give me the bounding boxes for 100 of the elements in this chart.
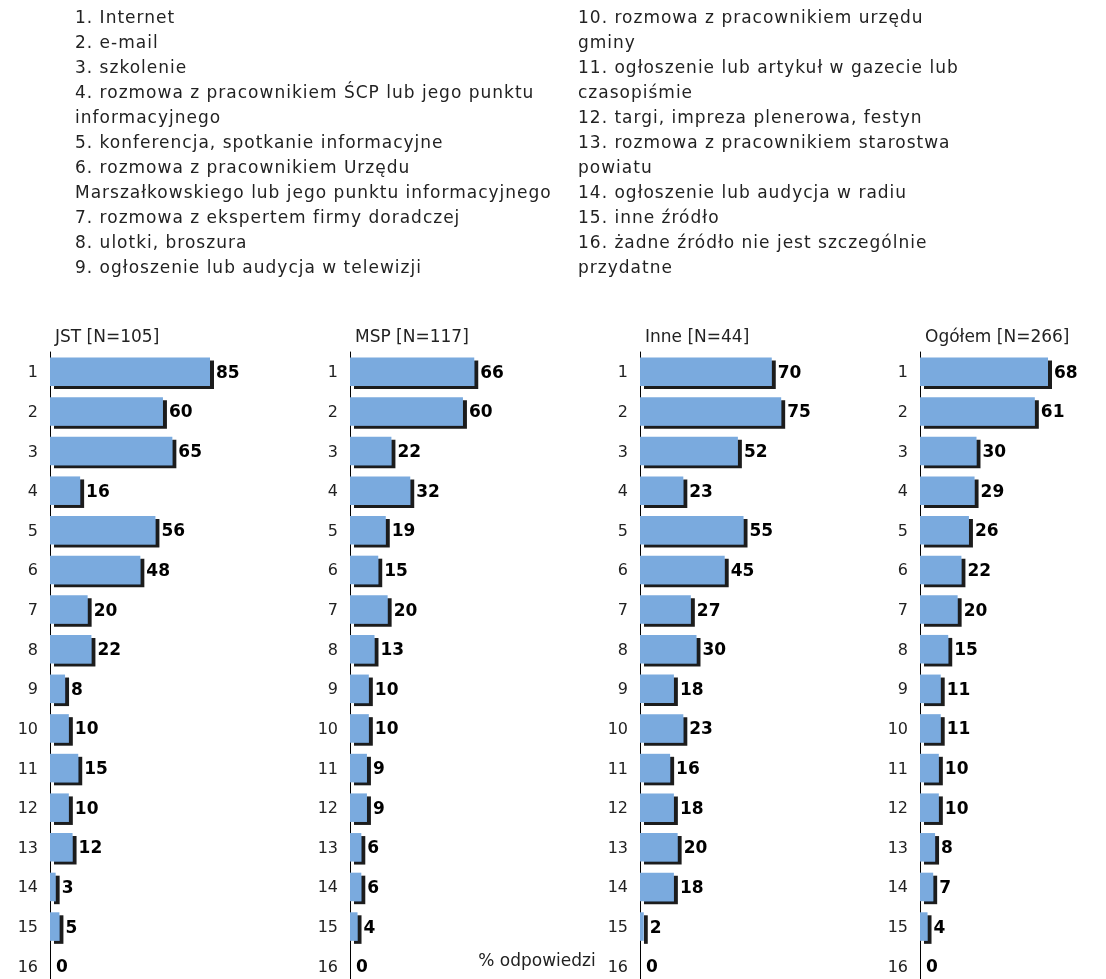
bar <box>50 397 163 426</box>
text: 7. rozmowa z ekspertem firmy doradczej <box>75 206 462 229</box>
text: 11. ogłoszenie lub artykuł w gazecie lub czasopiśmie <box>578 56 960 104</box>
y-tick-label: 12 <box>607 798 628 818</box>
y-tick-label: 10 <box>17 718 38 738</box>
data-label: 56 <box>161 520 186 541</box>
data-label: 13 <box>380 639 405 660</box>
y-tick-label: 13 <box>887 837 908 857</box>
data-label: 60 <box>168 401 193 422</box>
y-tick-label: 15 <box>317 917 338 937</box>
bar <box>920 674 941 704</box>
bar <box>640 476 684 505</box>
y-tick-label: 16 <box>887 956 908 976</box>
text: 12. targi, impreza plenerowa, festyn <box>578 106 924 129</box>
bar <box>350 555 379 585</box>
bar <box>920 872 934 902</box>
data-label: 29 <box>980 480 1005 501</box>
data-label: 3 <box>61 876 74 897</box>
bar <box>50 674 66 704</box>
bar <box>920 634 949 664</box>
y-tick-label: 16 <box>17 956 38 976</box>
bar <box>50 833 73 862</box>
x-axis-title: % odpowiedzi <box>478 950 596 970</box>
bar <box>350 476 411 505</box>
bar <box>640 872 674 902</box>
y-tick-label: 9 <box>27 679 38 699</box>
data-label: 10 <box>374 718 399 739</box>
y-tick-label: 3 <box>27 441 38 461</box>
y-tick-label: 6 <box>617 560 628 580</box>
data-label: 66 <box>480 361 504 382</box>
data-label: 18 <box>679 876 704 897</box>
data-label: 85 <box>216 361 240 382</box>
y-tick-label: 5 <box>27 520 38 540</box>
y-tick-label: 10 <box>317 718 338 738</box>
bar <box>920 912 928 941</box>
bar <box>50 753 79 783</box>
y-tick-label: 2 <box>327 401 338 421</box>
data-label: 12 <box>78 837 103 858</box>
y-tick-label: 8 <box>27 639 38 659</box>
data-label: 0 <box>646 956 658 977</box>
bar <box>50 714 69 743</box>
text: 4. rozmowa z pracownikiem ŚCP lub jego punktu informacyjnego <box>75 80 536 129</box>
y-tick-label: 7 <box>327 600 338 620</box>
y-tick-label: 2 <box>617 401 628 421</box>
data-label: 45 <box>730 559 755 580</box>
bar <box>920 595 958 624</box>
text: 14. ogłoszenie lub audycja w radiu <box>578 181 909 204</box>
y-tick-label: 5 <box>617 520 628 540</box>
y-tick-label: 8 <box>327 639 338 659</box>
text: 15. inne źródło <box>578 206 721 229</box>
bar <box>350 634 375 664</box>
chart-title: Ogółem [N=266] <box>925 325 1070 346</box>
data-label: 16 <box>86 480 110 501</box>
data-label: 6 <box>367 837 380 858</box>
bar <box>640 912 644 941</box>
y-tick-label: 1 <box>897 362 908 382</box>
data-label: 30 <box>702 639 727 660</box>
y-tick-label: 1 <box>327 362 338 382</box>
data-label: 48 <box>146 559 171 580</box>
data-label: 22 <box>97 639 122 660</box>
y-tick-label: 10 <box>887 718 908 738</box>
data-label: 6 <box>367 876 380 897</box>
data-label: 19 <box>391 520 416 541</box>
data-label: 11 <box>946 718 971 739</box>
y-tick-label: 7 <box>27 600 38 620</box>
data-label: 4 <box>933 916 946 937</box>
y-tick-label: 11 <box>887 758 908 778</box>
y-tick-label: 13 <box>17 837 38 857</box>
y-tick-label: 6 <box>27 560 38 580</box>
data-label: 22 <box>397 441 422 462</box>
data-label: 15 <box>384 559 408 580</box>
data-label: 55 <box>749 520 774 541</box>
bar <box>640 793 674 822</box>
data-label: 18 <box>679 797 704 818</box>
y-tick-label: 12 <box>17 798 38 818</box>
y-tick-label: 9 <box>327 679 338 699</box>
bar <box>920 397 1035 426</box>
bar <box>920 476 975 505</box>
y-tick-label: 14 <box>607 877 628 897</box>
bar <box>350 397 463 426</box>
bar <box>920 833 936 862</box>
bar <box>350 516 386 545</box>
y-tick-label: 3 <box>617 441 628 461</box>
y-tick-label: 6 <box>327 560 338 580</box>
y-tick-label: 11 <box>317 758 338 778</box>
data-label: 75 <box>787 401 811 422</box>
bar <box>50 912 60 941</box>
data-label: 10 <box>374 678 399 699</box>
text: 8. ulotki, broszura <box>75 231 249 254</box>
bar <box>350 595 388 624</box>
bar <box>920 793 939 822</box>
data-label: 20 <box>393 599 418 620</box>
y-tick-label: 14 <box>887 877 908 897</box>
data-label: 20 <box>963 599 988 620</box>
data-label: 11 <box>946 678 971 699</box>
bar <box>50 516 156 545</box>
data-label: 10 <box>944 797 969 818</box>
text: 13. rozmowa z pracownikiem starostwa powiatu <box>578 131 952 179</box>
bar <box>920 516 969 545</box>
data-label: 0 <box>926 956 938 977</box>
